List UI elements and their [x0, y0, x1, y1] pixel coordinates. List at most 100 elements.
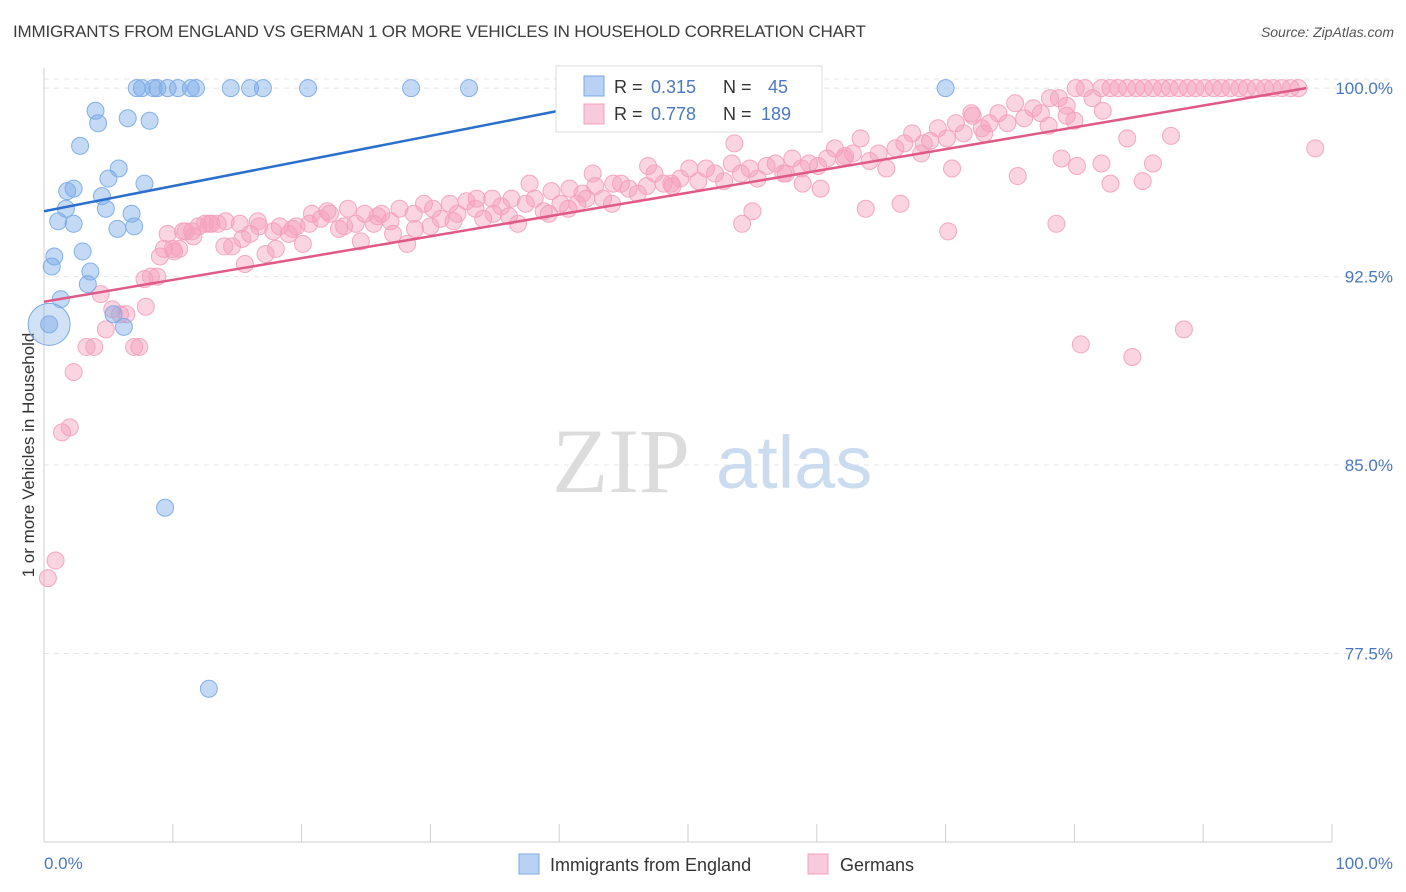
england-point	[140, 111, 159, 130]
germans-point	[573, 184, 592, 203]
england-point	[58, 182, 77, 201]
germans-point	[421, 217, 440, 236]
germans-point	[266, 239, 285, 258]
england-point	[168, 79, 187, 98]
legend-label-england: Immigrants from England	[550, 855, 751, 875]
source-credit: Source: ZipAtlas.com	[1260, 24, 1394, 40]
germans-point	[1306, 139, 1325, 158]
y-tick-label: 92.5%	[1345, 268, 1393, 287]
germans-point	[980, 114, 999, 133]
stats-legend: R = 0.315 N = 45 R = 0.778 N = 189	[555, 65, 823, 133]
germans-point	[856, 199, 875, 218]
germans-point	[1143, 154, 1162, 173]
germans-point	[877, 159, 896, 178]
germans-point	[77, 337, 96, 356]
germans-point	[300, 214, 319, 233]
stats-r-label-germans: R =	[614, 104, 643, 124]
germans-point	[903, 124, 922, 143]
germans-point	[1118, 129, 1137, 148]
germans-point	[939, 222, 958, 241]
germans-point	[398, 234, 417, 253]
germans-point	[645, 164, 664, 183]
germans-point	[1101, 174, 1120, 193]
germans-point	[1160, 79, 1179, 98]
germans-point	[1067, 157, 1086, 176]
germans-point	[1052, 149, 1071, 168]
germans-point	[444, 212, 463, 231]
england-point	[96, 199, 115, 218]
germans-point	[368, 207, 387, 226]
germans-point	[184, 227, 203, 246]
germans-point	[743, 202, 762, 221]
x-tick-label-right: 100.0%	[1335, 854, 1393, 873]
germans-point	[311, 209, 330, 228]
germans-point	[96, 320, 115, 339]
england-point	[199, 679, 218, 698]
germans-point	[1015, 109, 1034, 128]
stats-r-value-england: 0.315	[651, 77, 696, 97]
germans-point	[250, 217, 269, 236]
germans-point	[320, 204, 339, 223]
germans-point	[1049, 89, 1068, 108]
stats-n-label-germans: N =	[723, 104, 752, 124]
germans-point	[1040, 89, 1059, 108]
legend-swatch-england	[518, 853, 540, 875]
germans-point	[64, 363, 83, 382]
england-point	[186, 79, 205, 98]
germans-point	[136, 297, 155, 316]
germans-point	[170, 239, 189, 258]
england-point	[78, 275, 97, 294]
england-point	[156, 498, 175, 517]
legend-label-germans: Germans	[840, 855, 914, 875]
germans-point	[1066, 79, 1085, 98]
germans-point	[335, 217, 354, 236]
england-point	[49, 212, 68, 231]
england-point	[125, 217, 144, 236]
x-tick-label-left: 0.0%	[44, 854, 83, 873]
germans-point	[1006, 94, 1025, 113]
england-point	[108, 219, 127, 238]
germans-point	[508, 214, 527, 233]
germans-trendline	[43, 86, 1307, 303]
england-point-large	[27, 302, 71, 346]
germans-point	[733, 214, 752, 233]
y-tick-label: 100.0%	[1335, 79, 1393, 98]
germans-point	[346, 214, 365, 233]
x-ticks	[43, 824, 1333, 842]
germans-point	[158, 224, 177, 243]
england-point	[71, 136, 90, 155]
germans-point	[329, 219, 348, 238]
germans-point	[233, 229, 252, 248]
germans-point	[499, 207, 518, 226]
germans-point	[174, 222, 193, 241]
germans-point	[783, 149, 802, 168]
germans-point	[338, 199, 357, 218]
germans-point	[1071, 335, 1090, 354]
germans-point	[150, 247, 169, 266]
england-point	[148, 79, 167, 98]
germans-point	[583, 164, 602, 183]
germans-point	[1008, 167, 1027, 186]
stats-n-value-england: 45	[768, 77, 788, 97]
germans-point	[825, 139, 844, 158]
england-point	[241, 79, 260, 98]
germans-point	[1186, 79, 1205, 98]
england-point	[64, 214, 83, 233]
england-point	[104, 305, 123, 324]
germans-point	[85, 337, 104, 356]
germans-point	[793, 174, 812, 193]
germans-point	[215, 237, 234, 256]
germans-point	[502, 189, 521, 208]
germans-point	[283, 219, 302, 238]
germans-point	[1289, 79, 1308, 98]
england-point	[42, 257, 61, 276]
germans-point	[196, 214, 214, 233]
germans-point	[483, 189, 502, 208]
england-point	[460, 79, 479, 98]
germans-point	[697, 159, 716, 178]
germans-point	[318, 202, 337, 221]
germans-point	[811, 179, 830, 198]
germans-point	[604, 174, 623, 193]
germans-point	[1093, 101, 1112, 120]
stats-swatch-england	[583, 75, 605, 97]
